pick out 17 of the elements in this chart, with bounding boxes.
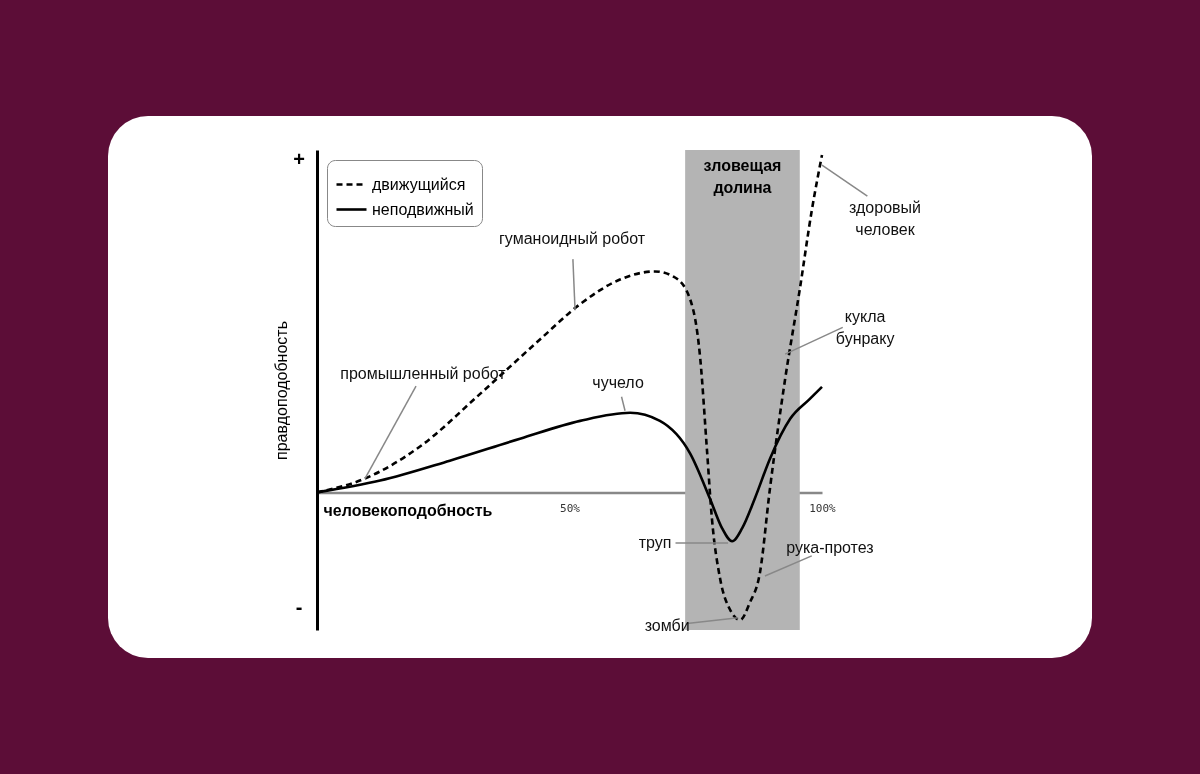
annotation: кукла бунраку: [835, 308, 895, 348]
annotation: чучело: [592, 373, 644, 391]
band-label: зловещая долина: [703, 157, 782, 196]
legend-label: неподвижный: [372, 200, 474, 218]
annotation: зомби: [644, 616, 690, 634]
annotation: рука-протез: [786, 539, 874, 557]
annotation: гуманоидный робот: [498, 230, 646, 248]
annotation: труп: [638, 533, 672, 551]
annotation: промышленный робот: [340, 364, 507, 382]
legend-label: движущийся: [372, 175, 466, 193]
annotation: здоровый человек: [849, 199, 921, 239]
text: +: [293, 148, 305, 170]
text: -: [295, 596, 303, 618]
x-axis-title: человекоподобность: [323, 501, 493, 519]
x-tick-label: 100%: [809, 501, 837, 515]
x-tick-label: 50%: [560, 501, 581, 515]
y-axis-title: правдоподобность: [272, 320, 290, 461]
